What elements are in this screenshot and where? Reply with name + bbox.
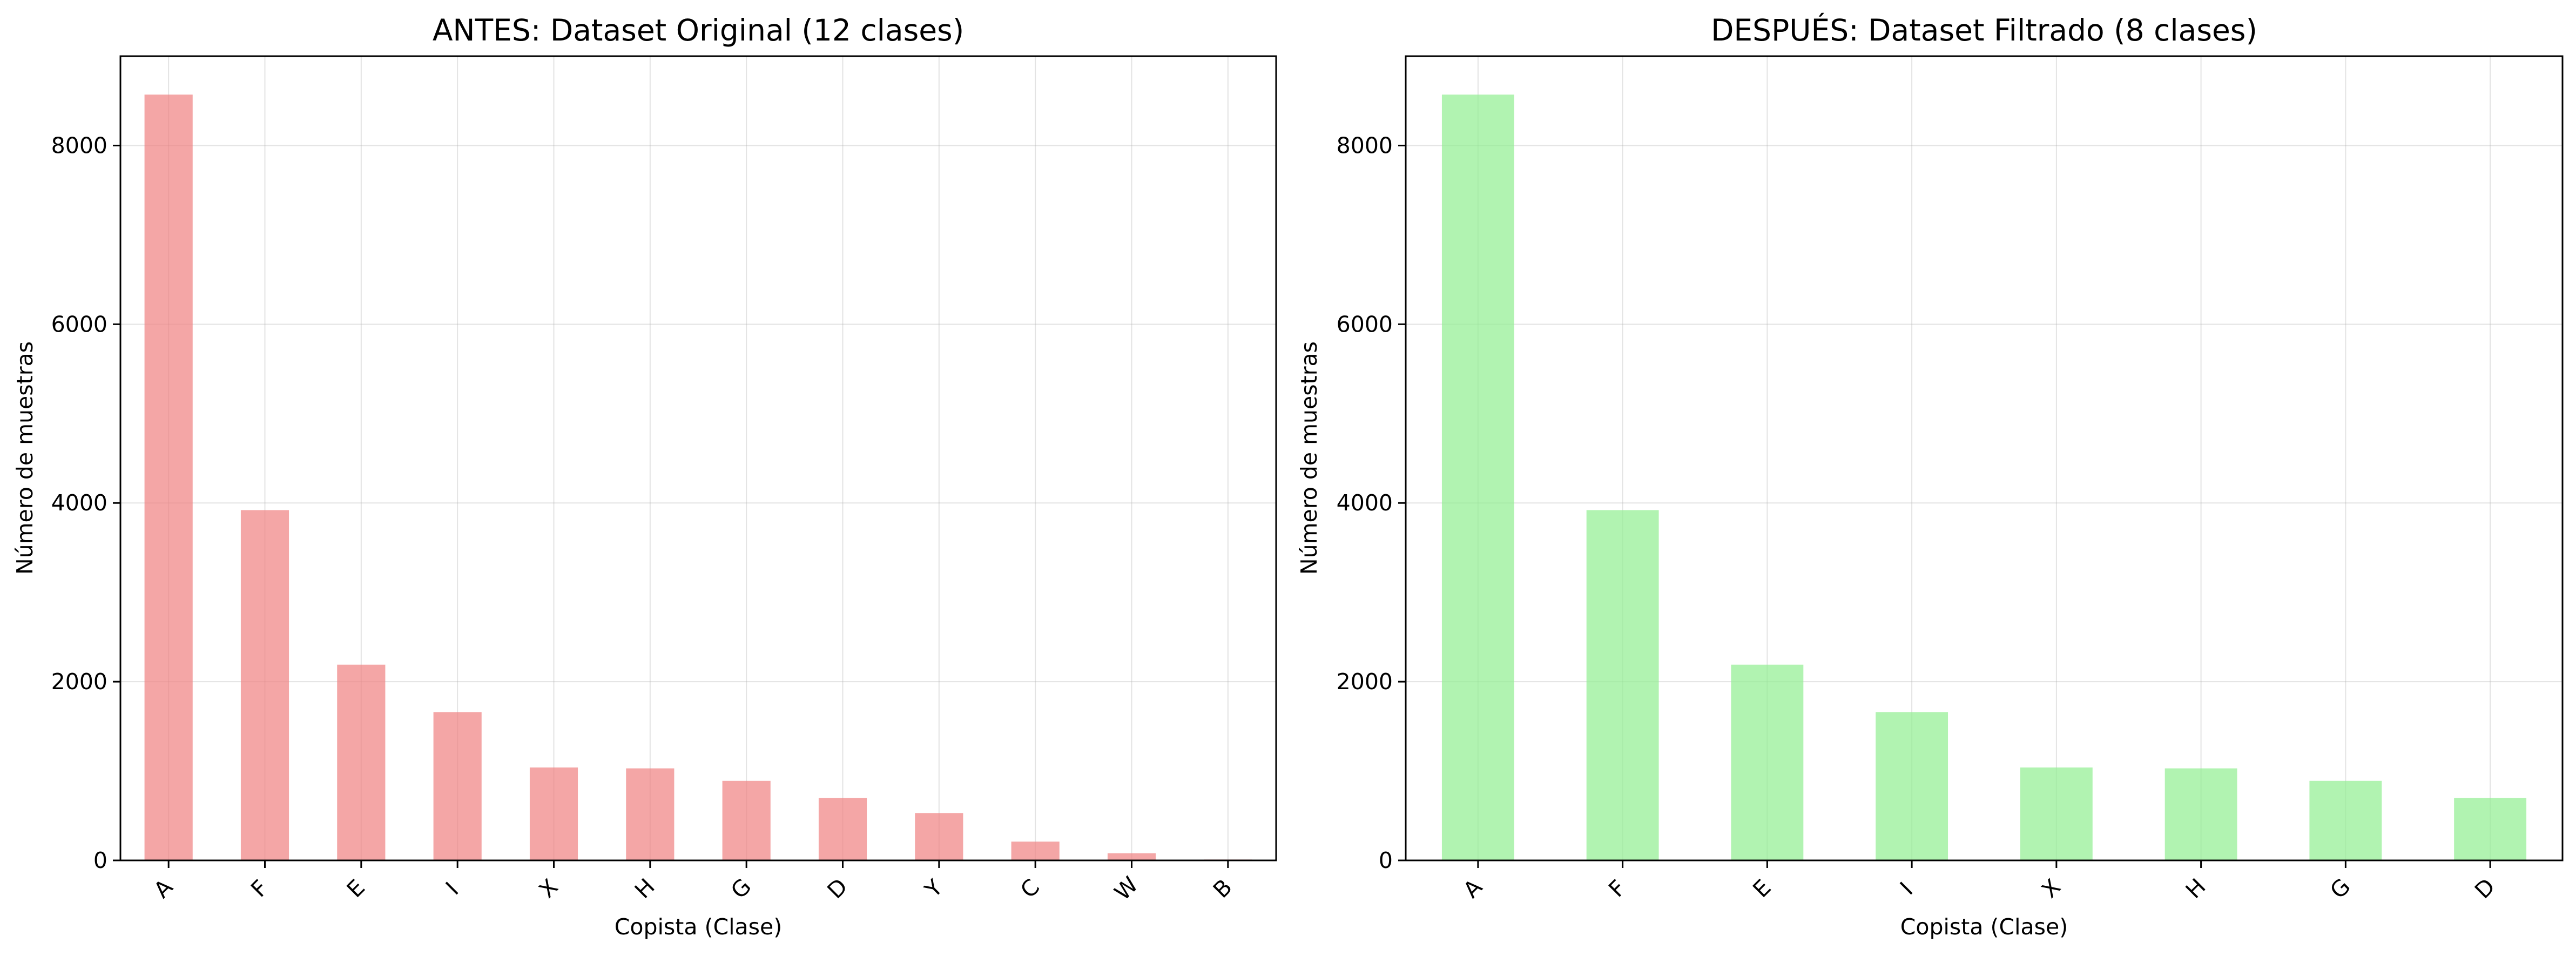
bar-X [2020, 767, 2093, 860]
bar-D [2454, 798, 2527, 860]
bar-E [337, 664, 386, 860]
chart-after-bars [1441, 95, 2527, 860]
y-tick-label: 2000 [51, 669, 107, 695]
chart-before-yticks: 0 2000 4000 6000 8000 [51, 132, 120, 873]
chart-after-ylabel: Número de muestras [1296, 341, 1322, 575]
y-tick-label: 0 [93, 847, 107, 873]
bar-C [1011, 841, 1060, 860]
chart-before: ANTES: Dataset Original (12 clases) 0 200… [12, 13, 1277, 940]
bar-X [529, 767, 578, 860]
y-tick-label: 8000 [1337, 132, 1393, 158]
bar-F [1586, 510, 1659, 860]
y-tick-label: 2000 [1337, 669, 1393, 695]
bar-H [626, 768, 675, 860]
bar-D [818, 798, 867, 860]
chart-before-ylabel: Número de muestras [12, 341, 38, 575]
chart-before-axes-frame [119, 55, 1277, 861]
y-tick-label: 8000 [51, 132, 107, 158]
bar-G [722, 780, 771, 860]
bar-H [2164, 768, 2237, 860]
bar-A [144, 95, 193, 860]
y-tick-label: 0 [1379, 847, 1393, 873]
chart-before-title: ANTES: Dataset Original (12 clases) [433, 13, 964, 48]
y-tick-label: 4000 [51, 490, 107, 516]
bar-F [240, 510, 289, 860]
bar-Y [915, 813, 963, 860]
bar-E [1731, 664, 1804, 860]
bar-I [1876, 712, 1948, 860]
chart-after-title: DESPUÉS: Dataset Filtrado (8 clases) [1711, 13, 2257, 48]
chart-after: DESPUÉS: Dataset Filtrado (8 clases) 0 20… [1296, 13, 2564, 940]
chart-before-bars [144, 95, 1252, 860]
y-tick-label: 6000 [51, 311, 107, 337]
y-tick-label: 4000 [1337, 490, 1393, 516]
chart-after-axes-frame [1405, 55, 2564, 861]
bar-A [1441, 95, 1514, 860]
y-tick-label: 6000 [1337, 311, 1393, 337]
bar-G [2309, 780, 2382, 860]
chart-after-xlabel: Copista (Clase) [1900, 914, 2068, 940]
chart-after-yticks: 0 2000 4000 6000 8000 [1337, 132, 1406, 873]
chart-before-xlabel: Copista (Clase) [615, 914, 782, 940]
bar-I [433, 712, 482, 860]
bar-W [1107, 853, 1156, 860]
